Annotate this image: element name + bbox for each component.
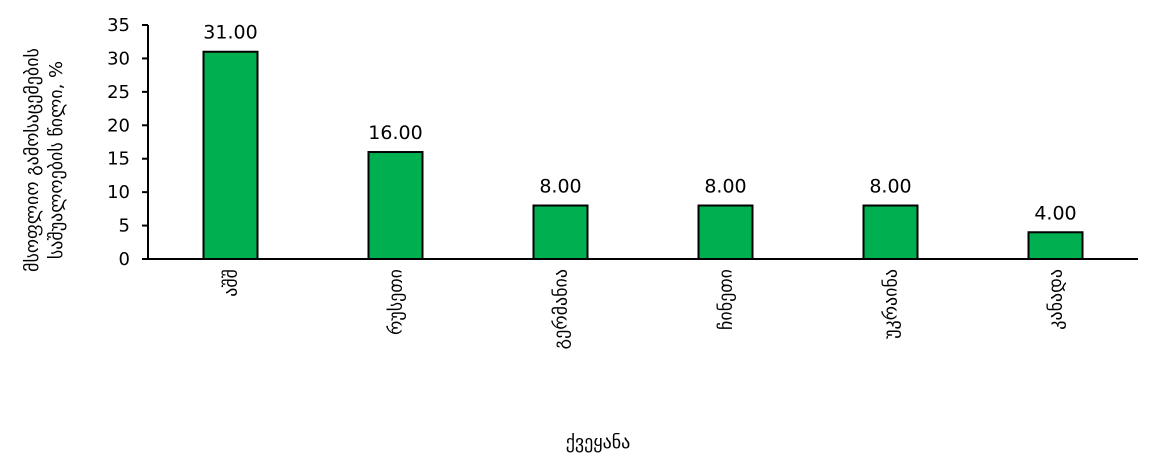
y-tick-label: 30 bbox=[107, 48, 130, 69]
bar-value-label: 8.00 bbox=[704, 176, 746, 198]
bar-value-label: 4.00 bbox=[1034, 202, 1076, 224]
y-axis-ticks: 0 5 10 15 20 25 30 35 bbox=[107, 15, 148, 270]
y-axis-title: მსოფლიო გამოსაცემების საშუალოების წილი, … bbox=[22, 48, 67, 272]
x-axis-title: ქვეყანა bbox=[566, 432, 631, 453]
y-tick-label: 20 bbox=[107, 115, 130, 136]
y-axis-title-line-2: საშუალოების წილი, % bbox=[46, 61, 67, 259]
bar-value-label: 16.00 bbox=[368, 122, 422, 144]
y-tick-label: 10 bbox=[107, 182, 130, 203]
category-labels: აშშ რუსეთი გერმანია ჩინეთი უკრაინა კანადა bbox=[221, 269, 1067, 349]
category-label: აშშ bbox=[221, 269, 242, 297]
bar bbox=[367, 151, 424, 260]
y-tick-label: 5 bbox=[119, 216, 130, 237]
y-tick-label: 15 bbox=[107, 149, 130, 170]
category-label: კანადა bbox=[1046, 269, 1067, 330]
category-label: რუსეთი bbox=[386, 269, 407, 335]
bar-value-label: 8.00 bbox=[539, 176, 581, 198]
bar-value-label: 31.00 bbox=[203, 22, 257, 44]
bar bbox=[202, 50, 259, 260]
bars bbox=[202, 50, 1084, 260]
bar bbox=[1027, 231, 1084, 260]
y-tick-label: 0 bbox=[119, 249, 130, 270]
data-labels: 31.00 16.00 8.00 8.00 8.00 4.00 bbox=[203, 22, 1076, 225]
bar bbox=[697, 204, 754, 260]
y-tick-label: 25 bbox=[107, 82, 130, 103]
y-axis-title-line-1: მსოფლიო გამოსაცემების bbox=[22, 48, 43, 272]
bar bbox=[532, 204, 589, 260]
y-tick-label: 35 bbox=[107, 15, 130, 36]
category-label: გერმანია bbox=[551, 269, 572, 349]
bar-value-label: 8.00 bbox=[869, 176, 911, 198]
category-label: უკრაინა bbox=[881, 269, 902, 339]
category-label: ჩინეთი bbox=[716, 269, 737, 330]
bar bbox=[862, 204, 919, 260]
